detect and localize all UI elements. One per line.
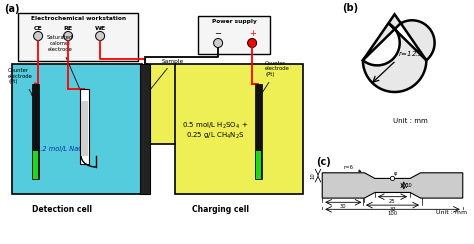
Text: Power supply: Power supply [212, 19, 256, 24]
Text: −: − [215, 30, 222, 39]
Bar [175, 64, 303, 194]
Text: Unit : mm: Unit : mm [393, 118, 428, 124]
Text: φ: φ [394, 171, 397, 176]
Text: Counter
electrode
(Pt): Counter electrode (Pt) [260, 61, 290, 96]
Bar [198, 16, 270, 54]
Polygon shape [363, 14, 435, 92]
Text: 100: 100 [387, 212, 398, 216]
Bar [81, 101, 88, 156]
Circle shape [34, 31, 43, 41]
Bar [256, 151, 261, 179]
Text: 0.2 mol/L NaOH: 0.2 mol/L NaOH [36, 146, 88, 152]
Text: 30: 30 [340, 204, 346, 209]
Bar [255, 84, 262, 179]
Bar [32, 84, 39, 179]
Polygon shape [322, 173, 463, 198]
Text: 32: 32 [389, 207, 396, 212]
Text: Sample: Sample [147, 59, 184, 93]
Text: (a): (a) [4, 4, 19, 14]
Text: $r$=12.5: $r$=12.5 [398, 49, 424, 58]
Text: $0.25$ g/L CH$_4$N$_2$S: $0.25$ g/L CH$_4$N$_2$S [186, 131, 245, 141]
Circle shape [214, 39, 223, 48]
Text: WE: WE [94, 27, 106, 31]
Text: $0.5$ mol/L H$_2$SO$_4$ +: $0.5$ mol/L H$_2$SO$_4$ + [182, 121, 248, 131]
Bar [147, 64, 175, 144]
Text: (b): (b) [342, 3, 358, 13]
Circle shape [64, 31, 73, 41]
Circle shape [391, 176, 394, 181]
Text: Electrochemical workstation: Electrochemical workstation [30, 16, 126, 21]
Text: CE: CE [34, 27, 43, 31]
Bar [12, 64, 142, 194]
Text: 25: 25 [389, 199, 396, 204]
Text: +: + [249, 30, 255, 39]
Text: Unit : mm: Unit : mm [436, 210, 467, 215]
Text: 10: 10 [311, 172, 316, 179]
Bar [140, 64, 150, 194]
Bar [12, 64, 142, 194]
Circle shape [247, 39, 256, 48]
Text: (c): (c) [317, 157, 331, 167]
Text: Saturated
calomel
electrode: Saturated calomel electrode [47, 35, 83, 96]
Bar [80, 89, 89, 164]
Text: RE: RE [64, 27, 73, 31]
Bar [175, 64, 303, 194]
Bar [18, 13, 138, 61]
Text: Charging cell: Charging cell [191, 204, 248, 214]
Text: 10: 10 [405, 183, 412, 188]
Text: Detection cell: Detection cell [32, 204, 92, 214]
Bar [33, 151, 38, 179]
Text: r=6: r=6 [343, 165, 361, 172]
Text: Counter
electrode
(Pt): Counter electrode (Pt) [8, 68, 33, 96]
Circle shape [96, 31, 105, 41]
